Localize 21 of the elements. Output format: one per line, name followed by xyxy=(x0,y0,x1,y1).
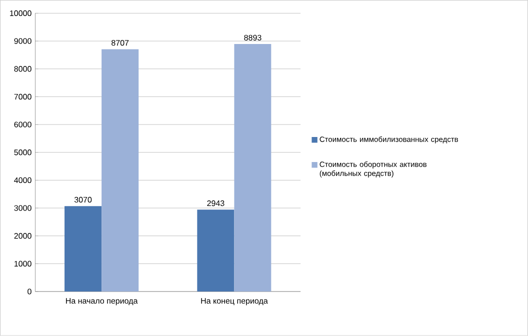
y-tick-label: 6000 xyxy=(14,122,32,128)
y-tick-label: 9000 xyxy=(14,38,32,44)
y-tick-label: 10000 xyxy=(10,10,32,16)
y-tick-label: 7000 xyxy=(14,94,32,100)
x-tick-label: На конец периода xyxy=(201,298,268,306)
bar xyxy=(197,210,234,292)
x-tick-label: На начало периода xyxy=(66,298,138,306)
data-label: 8893 xyxy=(244,34,262,41)
y-tick-label: 0 xyxy=(28,288,32,294)
y-tick-label: 4000 xyxy=(14,177,32,184)
bar xyxy=(102,49,139,292)
y-tick-label: 5000 xyxy=(14,150,32,156)
data-label: 3070 xyxy=(74,196,92,203)
data-label: 2943 xyxy=(207,200,224,206)
bar xyxy=(64,206,102,292)
data-label: 8707 xyxy=(112,40,129,46)
y-tick-label: 8000 xyxy=(14,66,32,72)
bar xyxy=(234,44,272,292)
y-tick-label: 3000 xyxy=(14,205,32,211)
y-tick-label: 1000 xyxy=(14,260,32,267)
y-tick-label: 2000 xyxy=(14,233,32,239)
